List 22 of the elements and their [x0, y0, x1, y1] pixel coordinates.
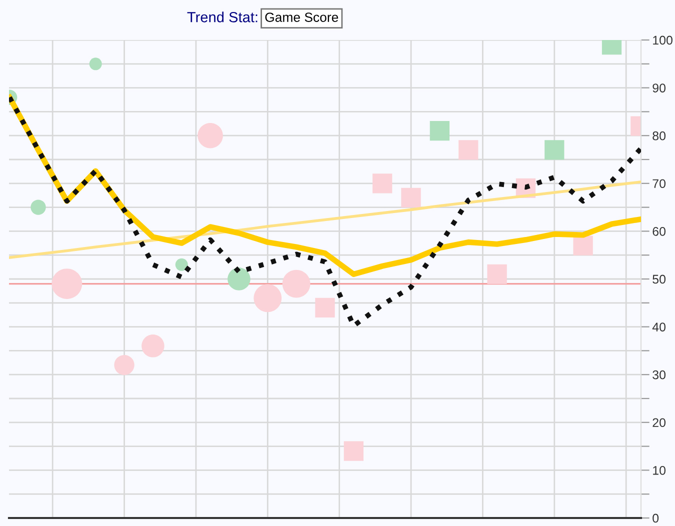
y-tick-label: 50	[652, 274, 666, 284]
y-tick-label: 20	[652, 418, 666, 428]
point	[430, 121, 450, 141]
y-tick-label: 70	[652, 179, 666, 188]
point	[573, 236, 593, 256]
point	[372, 174, 392, 194]
y-tick-label: 90	[652, 84, 666, 92]
point	[401, 188, 421, 208]
point	[315, 298, 335, 318]
chart-subtitle: Game Score	[265, 12, 338, 22]
y-tick-label: 100	[653, 36, 672, 45]
y-tick-label: 0	[652, 514, 659, 523]
y-tick-label: 40	[652, 322, 666, 332]
point	[487, 264, 507, 284]
point	[458, 140, 478, 160]
point	[544, 140, 564, 160]
y-tick-label: 30	[652, 370, 666, 380]
point	[344, 441, 364, 461]
y-tick-label: 80	[652, 131, 666, 140]
y-tick-label: 60	[652, 227, 666, 236]
chart-title: Trend Stat:	[187, 12, 258, 22]
y-tick-label: 10	[653, 466, 666, 475]
